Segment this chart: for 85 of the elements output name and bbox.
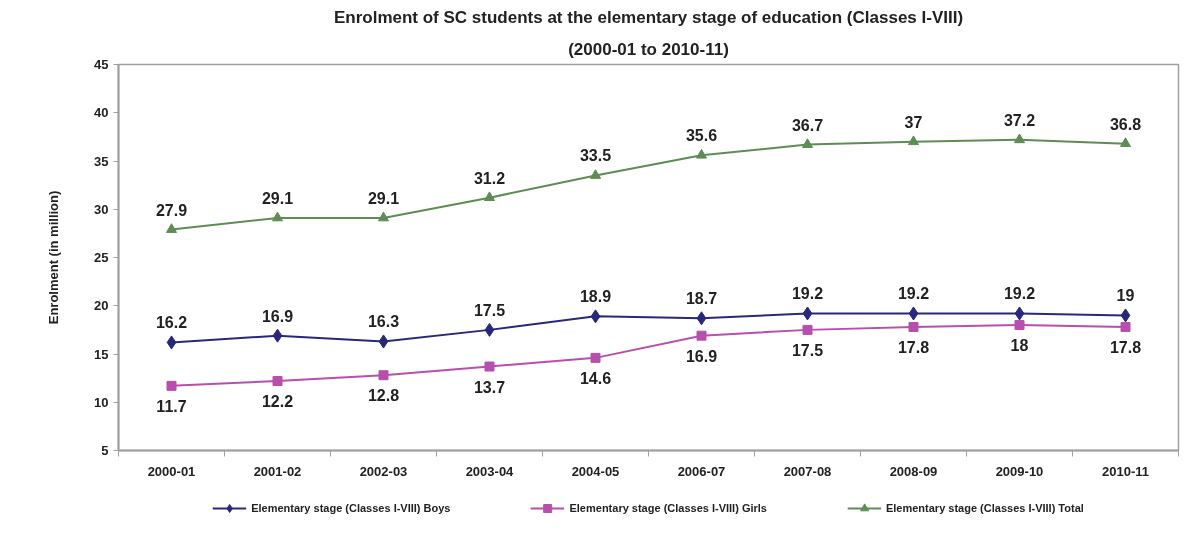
data-label: 18 <box>1010 337 1029 355</box>
point <box>1014 306 1025 321</box>
point <box>696 148 707 159</box>
point <box>484 361 495 372</box>
data-label: 16.3 <box>367 313 400 331</box>
data-label: 19 <box>1116 287 1135 305</box>
chart-subtitle: (2000-01 to 2010-11) <box>568 39 729 59</box>
y-tick-label: 15 <box>94 346 109 362</box>
data-label: 14.6 <box>579 369 612 387</box>
point <box>696 330 707 341</box>
point <box>166 380 177 391</box>
point <box>590 352 601 363</box>
data-label: 17.5 <box>473 301 506 319</box>
point <box>1014 133 1025 144</box>
y-tick-label: 20 <box>94 298 109 314</box>
point <box>272 328 283 343</box>
data-label: 19.2 <box>791 285 824 303</box>
point <box>378 211 389 222</box>
data-label: 16.9 <box>261 307 294 325</box>
data-label: 12.8 <box>367 387 400 405</box>
point <box>590 169 601 179</box>
data-label: 31.2 <box>473 169 506 187</box>
x-tick-label: 2008-09 <box>889 463 938 479</box>
y-tick-label: 25 <box>94 250 109 265</box>
point <box>590 309 601 324</box>
chart-title: Enrolment of SC students at the elementary stage of education (Classes I-VIII) <box>333 7 964 27</box>
point <box>1120 321 1131 332</box>
data-label: 33.5 <box>579 147 612 165</box>
data-label: 18.7 <box>685 290 718 308</box>
data-label: 19.2 <box>1003 285 1036 303</box>
point <box>1120 308 1131 323</box>
data-label: 11.7 <box>156 397 187 415</box>
point <box>1014 320 1025 331</box>
legend-label: Elementary stage (Classes I-VIII) Boys <box>251 502 451 514</box>
data-label: 12.2 <box>261 393 294 411</box>
y-tick-label: 35 <box>94 153 109 169</box>
point <box>908 135 919 146</box>
point <box>696 311 707 326</box>
point <box>802 324 813 335</box>
point <box>908 321 919 332</box>
y-tick-label: 10 <box>94 394 109 410</box>
x-tick-label: 2007-08 <box>783 463 832 479</box>
point <box>908 306 919 321</box>
data-label: 16.2 <box>155 314 188 332</box>
x-tick-label: 2009-10 <box>995 463 1044 479</box>
x-tick-label: 2010-11 <box>1102 463 1149 479</box>
y-tick-label: 30 <box>94 201 109 217</box>
x-tick-label: 2002-03 <box>359 463 408 479</box>
data-label: 16.9 <box>685 347 718 365</box>
x-tick-label: 2003-04 <box>465 463 515 479</box>
data-label: 18.9 <box>579 288 612 306</box>
data-label: 27.9 <box>155 201 188 219</box>
data-label: 36.7 <box>791 116 824 134</box>
data-label: 37 <box>904 113 923 131</box>
y-tick-label: 5 <box>101 443 109 458</box>
point <box>484 322 495 337</box>
data-label: 13.7 <box>473 378 506 396</box>
data-label: 19.2 <box>897 285 930 303</box>
data-label: 17.8 <box>1109 338 1142 356</box>
point <box>802 138 813 148</box>
data-label: 37.2 <box>1003 111 1036 129</box>
x-tick-label: 2001-02 <box>253 463 302 479</box>
point <box>802 306 813 321</box>
x-tick-label: 2004-05 <box>571 463 620 479</box>
point <box>272 376 283 387</box>
y-axis-title: Enrolment (in million) <box>46 190 62 325</box>
legend-label: Elementary stage (Classes I-VIII) Total <box>885 502 1084 514</box>
point <box>1120 137 1131 148</box>
legend-label: Elementary stage (Classes I-VIII) Girls <box>569 502 767 514</box>
data-label: 36.8 <box>1109 115 1142 133</box>
y-tick-label: 45 <box>94 57 109 72</box>
data-label: 29.1 <box>367 189 400 207</box>
point <box>484 191 495 202</box>
x-tick-label: 2006-07 <box>677 463 726 479</box>
data-label: 17.8 <box>897 338 930 356</box>
point <box>166 335 177 350</box>
x-tick-label: 2000-01 <box>147 463 196 479</box>
point <box>166 223 177 233</box>
point <box>272 211 283 222</box>
data-label: 35.6 <box>685 127 718 145</box>
point <box>378 334 389 349</box>
point <box>378 370 389 381</box>
y-tick-label: 40 <box>94 105 109 121</box>
data-label: 17.5 <box>791 341 824 359</box>
data-label: 29.1 <box>261 189 294 207</box>
